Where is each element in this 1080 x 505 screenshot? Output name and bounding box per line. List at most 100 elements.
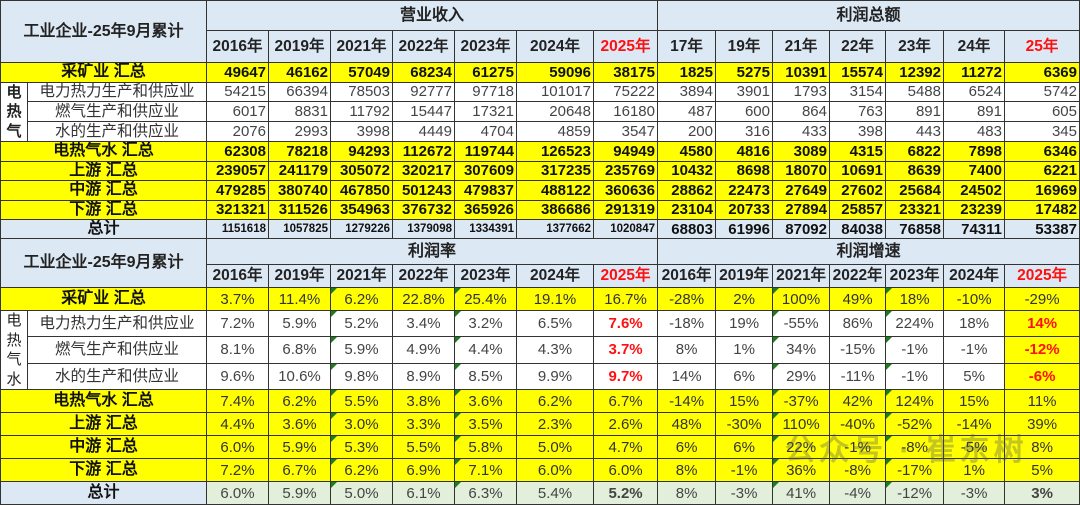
margin-cell: 6.0% bbox=[206, 481, 269, 505]
growth-cell: -28% bbox=[657, 287, 717, 311]
revenue-cell: 1057825 bbox=[268, 219, 331, 240]
group-header-group_margin: 利润率 bbox=[205, 238, 659, 265]
profit-cell: 74311 bbox=[943, 219, 1005, 240]
growth-cell: -15% bbox=[829, 336, 887, 364]
revenue-cell: 17321 bbox=[454, 101, 517, 123]
profit-cell: 10691 bbox=[829, 160, 886, 181]
revenue-cell: 1151618 bbox=[206, 219, 269, 240]
revenue-cell: 4859 bbox=[516, 121, 594, 142]
growth-cell: -10% bbox=[943, 287, 1006, 311]
row-label: 水的生产和供应业 bbox=[27, 121, 207, 142]
profit-cell: 6346 bbox=[1004, 141, 1080, 162]
revenue-cell: 38175 bbox=[593, 62, 658, 83]
profit-cell: 5275 bbox=[715, 62, 773, 83]
growth-cell: 15% bbox=[943, 389, 1006, 413]
growth-cell: -6% bbox=[1004, 362, 1080, 391]
revenue-cell: 119744 bbox=[454, 141, 517, 162]
growth-cell: -8% bbox=[885, 435, 945, 459]
profit-cell: 345 bbox=[1004, 121, 1080, 142]
profit-cell: 27894 bbox=[772, 199, 830, 220]
year-header: 2021年 bbox=[330, 30, 393, 63]
growth-cell: -1% bbox=[885, 336, 945, 364]
growth-cell: 86% bbox=[829, 309, 887, 338]
revenue-cell: 1279226 bbox=[330, 219, 393, 240]
margin-cell: 9.8% bbox=[330, 362, 393, 391]
growth-cell: -37% bbox=[772, 389, 831, 413]
margin-cell: 4.7% bbox=[592, 435, 659, 459]
margin-growth-table: 工业企业-25年9月累计 利润率 利润增速 2016年 2019年 2021年 2022年 2… bbox=[0, 238, 1080, 505]
growth-cell: 14% bbox=[1004, 309, 1080, 338]
year-header: 2016年 bbox=[657, 264, 717, 288]
margin-cell: 5.5% bbox=[392, 435, 455, 459]
growth-cell: 6% bbox=[657, 435, 717, 459]
year-header: 2022年 bbox=[392, 30, 455, 63]
year-header: 2021年 bbox=[330, 264, 393, 288]
margin-cell: 9.6% bbox=[206, 362, 269, 391]
year-header: 2024年 bbox=[943, 264, 1006, 288]
margin-cell: 11.4% bbox=[268, 287, 331, 311]
growth-cell: 8% bbox=[657, 458, 717, 482]
margin-cell: 7.1% bbox=[454, 458, 517, 482]
profit-cell: 23104 bbox=[657, 199, 716, 220]
table-row: 水的生产和供应业 2076 2993 3998 4449 4704 4859 3547 200 3… bbox=[1, 121, 1080, 142]
margin-cell: 4.9% bbox=[392, 336, 455, 364]
growth-cell: 1% bbox=[943, 458, 1006, 482]
side-label: 电热气 bbox=[0, 81, 28, 142]
margin-cell: 3.2% bbox=[454, 309, 517, 338]
margin-cell: 7.4% bbox=[206, 389, 269, 413]
group-header-group_revenue: 营业收入 bbox=[206, 0, 658, 31]
profit-cell: 1793 bbox=[772, 81, 830, 103]
table-row: 中游 汇总 6.0% 5.9% 5.3% 5.5% 5.8% 5.0% 4.7% 6% 6% 22%… bbox=[0, 435, 1080, 459]
revenue-cell: 16180 bbox=[593, 101, 658, 123]
margin-cell: 3.6% bbox=[268, 412, 331, 436]
year-header: 23年 bbox=[885, 30, 944, 63]
growth-cell: 48% bbox=[657, 412, 717, 436]
profit-cell: 10391 bbox=[772, 62, 830, 83]
margin-cell: 6.7% bbox=[592, 389, 659, 413]
margin-cell: 5.3% bbox=[330, 435, 393, 459]
profit-cell: 8698 bbox=[715, 160, 773, 181]
margin-cell: 7.2% bbox=[206, 309, 269, 338]
profit-cell: 53387 bbox=[1004, 219, 1080, 240]
profit-cell: 398 bbox=[829, 121, 886, 142]
margin-cell: 6.0% bbox=[516, 458, 594, 482]
revenue-cell: 97718 bbox=[454, 81, 517, 103]
year-header: 17年 bbox=[657, 30, 716, 63]
margin-cell: 6.7% bbox=[268, 458, 331, 482]
revenue-cell: 11792 bbox=[330, 101, 393, 123]
revenue-cell: 78218 bbox=[268, 141, 331, 162]
revenue-cell: 3547 bbox=[593, 121, 658, 142]
margin-cell: 19.1% bbox=[516, 287, 594, 311]
margin-cell: 8.1% bbox=[206, 336, 269, 364]
profit-cell: 605 bbox=[1004, 101, 1080, 123]
growth-cell: 14% bbox=[657, 362, 717, 391]
revenue-cell: 291319 bbox=[593, 199, 658, 220]
row-label: 燃气生产和供应业 bbox=[27, 101, 207, 123]
growth-cell: -40% bbox=[829, 412, 887, 436]
profit-cell: 23321 bbox=[885, 199, 944, 220]
corner-title: 工业企业-25年9月累计 bbox=[0, 0, 207, 63]
growth-cell: 3% bbox=[1004, 481, 1080, 505]
margin-cell: 6.0% bbox=[206, 435, 269, 459]
table-row: 采矿业 汇总 3.7% 11.4% 6.2% 22.8% 25.4% 19.1% 16.7% -… bbox=[0, 287, 1080, 311]
margin-cell: 4.4% bbox=[454, 336, 517, 364]
row-label: 总计 bbox=[0, 219, 207, 240]
revenue-cell: 488122 bbox=[516, 180, 594, 201]
revenue-cell: 112672 bbox=[392, 141, 455, 162]
margin-cell: 7.2% bbox=[206, 458, 269, 482]
table-row: 下游 汇总 7.2% 6.7% 6.2% 6.9% 7.1% 6.0% 6.0% 8% -1% 36… bbox=[0, 458, 1080, 482]
margin-cell: 6.8% bbox=[268, 336, 331, 364]
revenue-cell: 68234 bbox=[392, 62, 455, 83]
year-header: 2023年 bbox=[454, 264, 517, 288]
growth-cell: -11% bbox=[829, 362, 887, 391]
profit-cell: 6221 bbox=[1004, 160, 1080, 181]
revenue-cell: 94949 bbox=[593, 141, 658, 162]
revenue-cell: 479837 bbox=[454, 180, 517, 201]
revenue-profit-table: 工业企业-25年9月累计 营业收入 利润总额 2016年 2019年 2021年 2022年… bbox=[0, 0, 1080, 240]
growth-cell: 100% bbox=[772, 287, 831, 311]
revenue-cell: 317235 bbox=[516, 160, 594, 181]
revenue-cell: 321321 bbox=[206, 199, 269, 220]
growth-cell: -3% bbox=[715, 481, 774, 505]
year-header: 2022年 bbox=[392, 264, 455, 288]
profit-cell: 6822 bbox=[885, 141, 944, 162]
